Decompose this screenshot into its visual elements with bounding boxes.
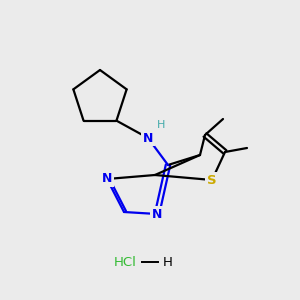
Text: N: N (152, 208, 162, 220)
Text: H: H (157, 120, 165, 130)
Text: N: N (143, 131, 153, 145)
Text: HCl: HCl (114, 256, 136, 268)
Text: H: H (163, 256, 173, 268)
Text: S: S (207, 173, 217, 187)
Text: N: N (102, 172, 112, 185)
